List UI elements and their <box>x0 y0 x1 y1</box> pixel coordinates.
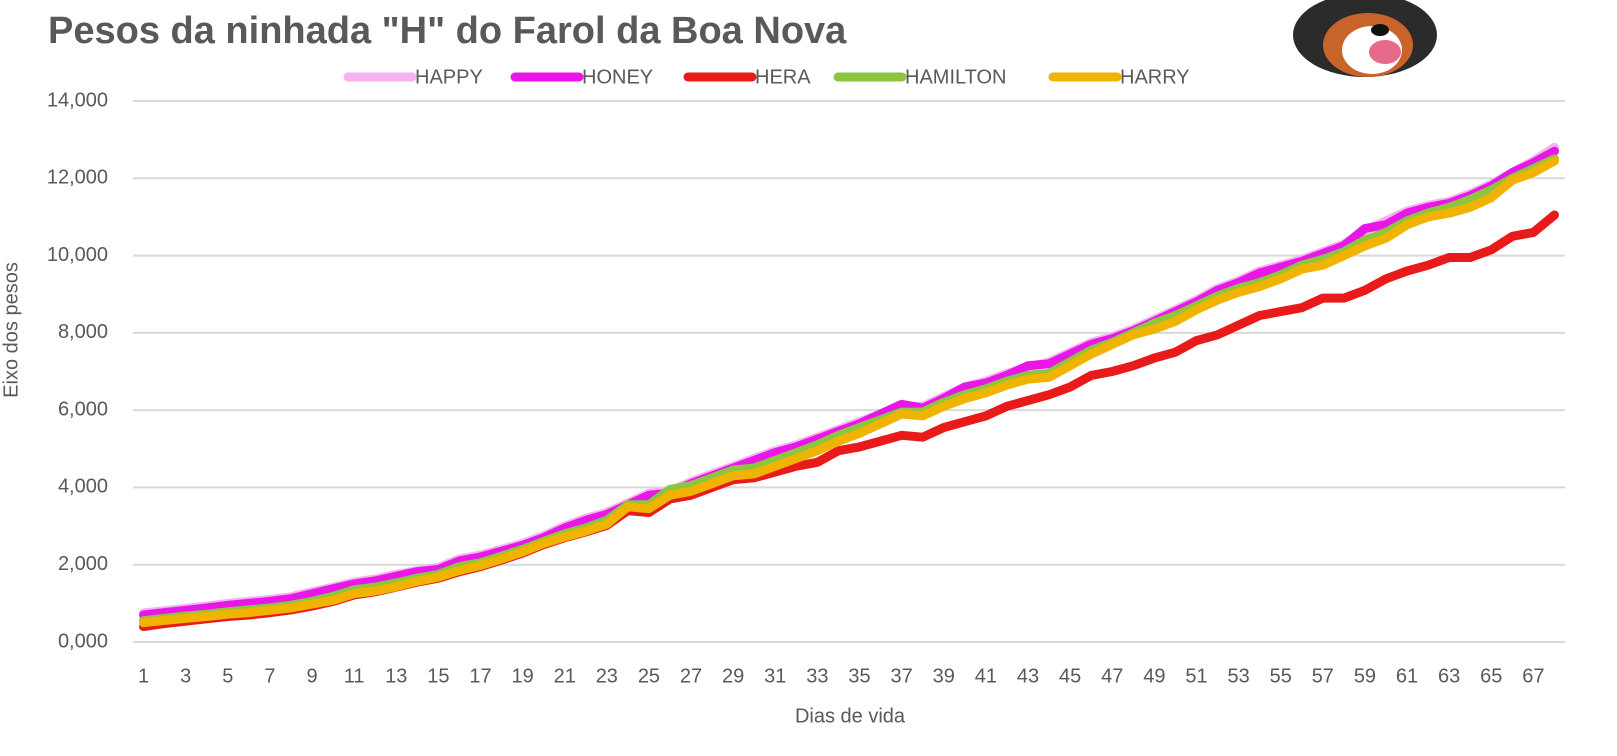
x-tick-label: 13 <box>385 665 407 687</box>
x-tick-label: 59 <box>1354 665 1376 687</box>
x-tick-label: 51 <box>1185 665 1207 687</box>
legend-label: HAPPY <box>415 66 483 88</box>
y-tick-label: 4,000 <box>58 476 108 498</box>
x-tick-label: 7 <box>264 665 275 687</box>
x-tick-label: 45 <box>1059 665 1081 687</box>
x-tick-label: 5 <box>222 665 233 687</box>
legend-label: HONEY <box>582 66 653 88</box>
legend-label: HARRY <box>1120 66 1190 88</box>
x-tick-label: 17 <box>469 665 491 687</box>
series-line <box>139 142 1559 618</box>
x-tick-label: 39 <box>933 665 955 687</box>
x-tick-label: 49 <box>1143 665 1165 687</box>
series-line <box>139 154 1559 626</box>
x-tick-label: 67 <box>1522 665 1544 687</box>
x-tick-label: 15 <box>427 665 449 687</box>
x-tick-label: 41 <box>975 665 997 687</box>
x-tick-label: 65 <box>1480 665 1502 687</box>
x-tick-label: 53 <box>1227 665 1249 687</box>
x-tick-label: 11 <box>344 665 365 687</box>
y-tick-label: 10,000 <box>47 244 108 266</box>
series-line <box>139 146 1559 620</box>
legend-label: HERA <box>755 66 811 88</box>
y-tick-label: 0,000 <box>58 630 108 652</box>
x-tick-label: 33 <box>806 665 828 687</box>
x-tick-label: 23 <box>596 665 618 687</box>
x-tick-label: 47 <box>1101 665 1123 687</box>
x-tick-label: 43 <box>1017 665 1039 687</box>
x-tick-label: 3 <box>180 665 191 687</box>
x-tick-label: 27 <box>680 665 702 687</box>
x-tick-label: 63 <box>1438 665 1460 687</box>
legend-label: HAMILTON <box>905 66 1007 88</box>
series-line <box>139 156 1559 628</box>
y-tick-label: 6,000 <box>58 398 108 420</box>
x-tick-label: 21 <box>554 665 576 687</box>
x-tick-label: 55 <box>1270 665 1292 687</box>
x-tick-label: 37 <box>891 665 913 687</box>
y-tick-label: 2,000 <box>58 553 108 575</box>
dog-icon <box>1293 0 1437 77</box>
x-axis-label: Dias de vida <box>795 705 906 727</box>
chart-title: Pesos da ninhada "H" do Farol da Boa Nov… <box>48 10 847 52</box>
x-tick-label: 61 <box>1396 665 1418 687</box>
y-tick-label: 14,000 <box>47 89 108 111</box>
x-tick-label: 57 <box>1312 665 1334 687</box>
y-axis-label: Eixo dos pesos <box>0 262 22 398</box>
x-tick-label: 1 <box>138 665 149 687</box>
x-tick-label: 9 <box>306 665 317 687</box>
y-tick-label: 12,000 <box>47 167 108 189</box>
x-tick-label: 29 <box>722 665 744 687</box>
x-tick-label: 25 <box>638 665 660 687</box>
x-tick-label: 19 <box>511 665 533 687</box>
x-tick-label: 35 <box>848 665 870 687</box>
x-tick-label: 31 <box>764 665 786 687</box>
y-tick-label: 8,000 <box>58 321 108 343</box>
